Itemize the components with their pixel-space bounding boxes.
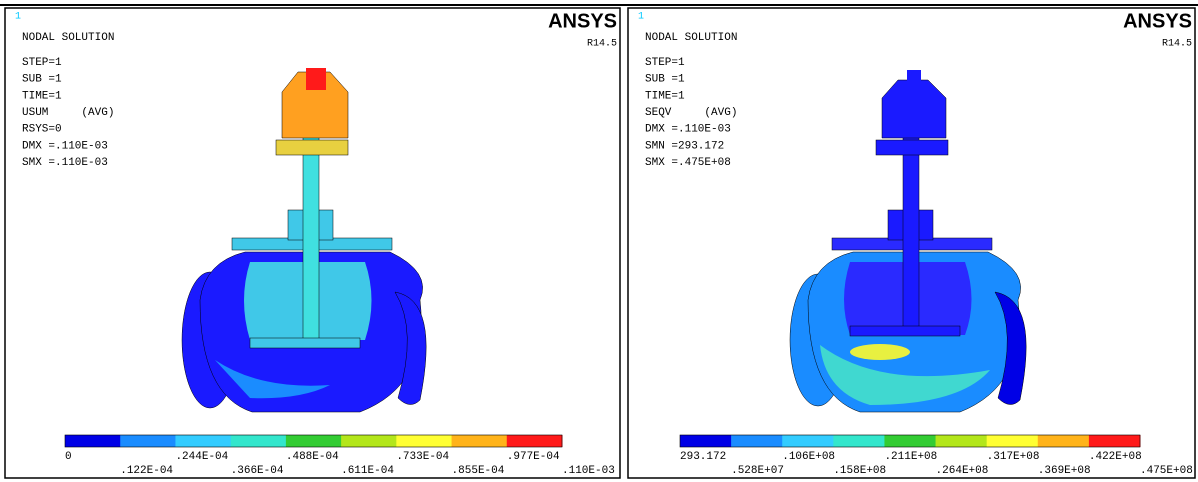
- result-info: DMX =.110E-03: [645, 124, 731, 136]
- colorbar-segment: [285, 435, 342, 447]
- version: R14.5: [587, 39, 617, 50]
- colorbar-segment: [680, 435, 732, 447]
- result-info: RSYS=0: [22, 124, 62, 136]
- colorbar-label: .158E+08: [833, 465, 886, 477]
- result-info: SMX =.110E-03: [22, 157, 108, 169]
- colorbar-segment: [120, 435, 176, 447]
- colorbar-label: .422E+08: [1089, 451, 1142, 463]
- colorbar-segment: [65, 435, 121, 447]
- colorbar-label: .106E+08: [782, 451, 835, 463]
- colorbar-segment: [782, 435, 834, 447]
- colorbar-segment: [451, 435, 508, 447]
- colorbar-label: .366E-04: [231, 465, 284, 477]
- colorbar-label: .488E-04: [286, 451, 339, 463]
- corner-label: 1: [638, 12, 644, 23]
- colorbar-label: .110E-03: [562, 465, 615, 477]
- ansys-logo: ANSYS: [548, 10, 617, 32]
- result-title: NODAL SOLUTION: [22, 32, 114, 44]
- colorbar-segment: [884, 435, 937, 447]
- colorbar-label: .122E-04: [120, 465, 173, 477]
- valve-model: [789, 70, 1027, 413]
- result-info: SEQV (AVG): [645, 107, 737, 119]
- colorbar-label: .244E-04: [175, 451, 228, 463]
- colorbar-label: .211E+08: [884, 451, 937, 463]
- colorbar-segment: [731, 435, 783, 447]
- colorbar-segment: [1037, 435, 1090, 447]
- result-info: TIME=1: [22, 90, 62, 102]
- colorbar-segment: [341, 435, 397, 447]
- colorbar-segment: [175, 435, 232, 447]
- colorbar-segment: [935, 435, 988, 447]
- colorbar-label: .611E-04: [341, 465, 394, 477]
- version: R14.5: [1162, 39, 1192, 50]
- ansys-logo: ANSYS: [1123, 10, 1192, 32]
- result-info: STEP=1: [645, 57, 685, 69]
- colorbar-segment: [833, 435, 885, 447]
- colorbar-frame: [64, 434, 563, 448]
- corner-label: 1: [15, 12, 21, 23]
- colorbar-segment: [396, 435, 453, 447]
- colorbar-label: .528E+07: [731, 465, 784, 477]
- colorbar-segment: [506, 435, 563, 447]
- colorbar-segment: [230, 435, 287, 447]
- colorbar-label: .733E-04: [396, 451, 449, 463]
- result-info: SMN =293.172: [645, 140, 724, 152]
- result-title: NODAL SOLUTION: [645, 32, 737, 44]
- result-info: TIME=1: [645, 90, 685, 102]
- result-info: SUB =1: [22, 74, 62, 86]
- colorbar-label: .317E+08: [987, 451, 1040, 463]
- colorbar-label: .977E-04: [507, 451, 560, 463]
- colorbar-segment: [1088, 435, 1141, 447]
- colorbar-frame: [679, 434, 1141, 448]
- result-info: DMX =.110E-03: [22, 140, 108, 152]
- result-info: SUB =1: [645, 74, 685, 86]
- result-info: SMX =.475E+08: [645, 157, 731, 169]
- colorbar-label: .264E+08: [936, 465, 989, 477]
- colorbar-label: .855E-04: [452, 465, 505, 477]
- colorbar-label: .369E+08: [1038, 465, 1091, 477]
- colorbar-segment: [986, 435, 1039, 447]
- colorbar-label: 293.172: [680, 451, 726, 463]
- result-info: USUM (AVG): [22, 107, 114, 119]
- result-info: STEP=1: [22, 57, 62, 69]
- colorbar-label: .475E+08: [1140, 465, 1193, 477]
- valve-model: [181, 68, 427, 413]
- colorbar-label: 0: [65, 451, 72, 463]
